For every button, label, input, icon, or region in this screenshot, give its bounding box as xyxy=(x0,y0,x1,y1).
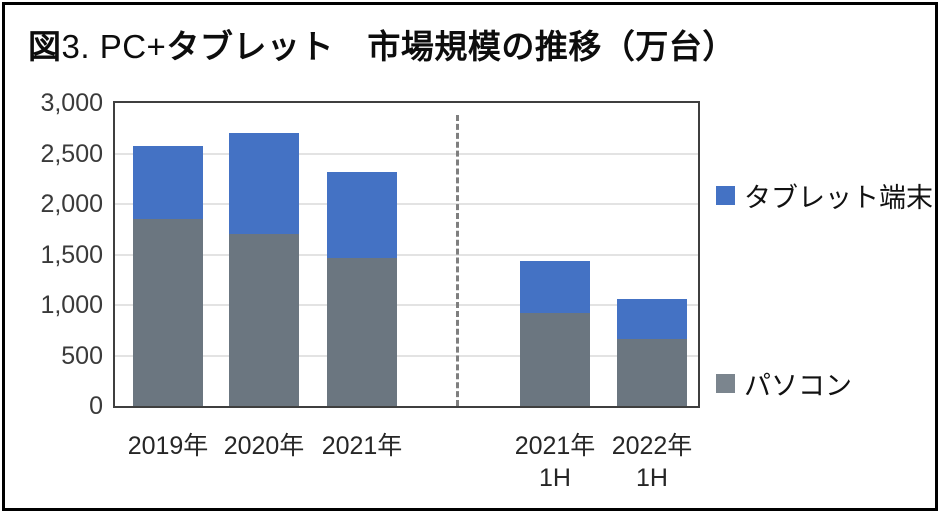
bar-2022年-1H-tablet-segment xyxy=(617,298,687,340)
legend-entry-tablet: タブレット端末 xyxy=(716,176,933,215)
gridline-2500 xyxy=(115,152,698,155)
bar-2020年-tablet-segment xyxy=(229,133,299,235)
bar-2021年-tablet-segment xyxy=(327,171,397,258)
x-category-year: 2020年 xyxy=(223,432,305,460)
x-category-label-2: 2020年 xyxy=(189,430,339,462)
legend-label-pc: パソコン xyxy=(744,371,852,401)
plot-area xyxy=(113,101,700,408)
legend-label-tablet: タブレット端末 xyxy=(744,183,933,213)
legend-entry-pc: パソコン xyxy=(716,364,852,403)
x-category-label-4: 2021年 1H xyxy=(480,430,630,494)
x-category-year: 2021年 xyxy=(514,432,596,460)
bar-2019年-pc-segment xyxy=(133,219,203,406)
legend-swatch-pc xyxy=(716,374,735,393)
chart-title: 図3. PC+タブレット 市場規模の推移（万台） xyxy=(28,20,736,68)
y-tick-label-500: 500 xyxy=(61,341,103,370)
x-category-label-1: 2019年 xyxy=(93,430,243,462)
group-divider-dashed-line xyxy=(455,115,459,406)
y-tick-label-3000: 3,000 xyxy=(40,89,103,117)
bar-2020年-pc-segment xyxy=(229,234,299,406)
x-category-label-5: 2022年 1H xyxy=(577,430,727,494)
bar-2021年-1H-pc-segment xyxy=(520,313,590,406)
gridline-2000 xyxy=(115,203,698,205)
x-category-year: 2021年 xyxy=(321,432,403,460)
title-main-text: タブレット 市場規模の推移（万台） xyxy=(166,28,736,65)
gridline-1500 xyxy=(115,253,698,256)
x-category-half: 1H xyxy=(636,464,668,492)
y-tick-label-1500: 1,500 xyxy=(40,240,103,269)
title-number-pc: 3. PC+ xyxy=(61,28,167,65)
bar-2022年-1H-pc-segment xyxy=(617,339,687,406)
bar-2019年-tablet-segment xyxy=(133,146,203,220)
gridline-500 xyxy=(115,354,698,357)
bar-2021年-pc-segment xyxy=(327,257,397,406)
gridline-1000 xyxy=(115,304,698,306)
y-tick-label-1000: 1,000 xyxy=(40,291,103,319)
title-figure-label: 図 xyxy=(28,28,62,65)
bar-2021年-1H-tablet-segment xyxy=(520,260,590,314)
y-tick-label-0: 0 xyxy=(89,392,103,420)
x-category-year: 2022年 xyxy=(611,432,693,460)
x-category-label-3: 2021年 xyxy=(287,430,437,462)
x-category-half: 1H xyxy=(539,464,571,492)
legend-swatch-tablet xyxy=(716,186,735,205)
x-category-year: 2019年 xyxy=(127,432,209,460)
y-tick-label-2000: 2,000 xyxy=(40,190,103,218)
y-tick-label-2500: 2,500 xyxy=(40,139,103,168)
